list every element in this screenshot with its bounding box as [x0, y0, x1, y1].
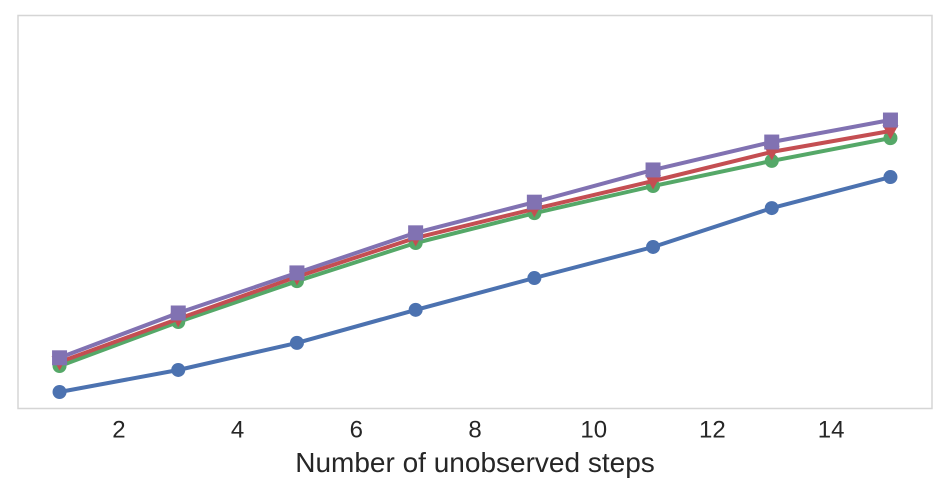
purple-square-series-marker-square: [526, 194, 542, 210]
purple-square-series-line: [57, 118, 893, 360]
purple-square-series-marker-square: [882, 112, 898, 128]
blue-circle-series-marker-circle: [883, 170, 898, 185]
red-triangle-series-marker-triangle-down: [882, 125, 899, 140]
blue-circle-series-marker-circle: [171, 362, 186, 377]
red-triangle-series-marker-triangle-down: [645, 174, 662, 190]
blue-circle-series-marker-circle: [764, 201, 779, 216]
blue-circle-series-marker-circle: [289, 335, 304, 350]
blue-circle-series-line: [57, 175, 893, 394]
purple-square-series-marker-square: [645, 162, 661, 178]
x-tick-label: 10: [580, 417, 607, 444]
green-circle-series-line: [57, 136, 893, 369]
x-tick-label: 2: [112, 417, 125, 444]
blue-circle-series-marker-circle: [646, 239, 661, 254]
x-tick-label: 6: [350, 417, 363, 444]
x-tick-label: 4: [231, 417, 244, 444]
blue-circle-series-marker-circle: [408, 302, 423, 317]
x-tick-label: 14: [818, 417, 845, 444]
green-circle-series-marker-circle: [764, 153, 779, 168]
purple-square-series-marker-square: [289, 265, 305, 281]
blue-circle-series-marker-circle: [527, 271, 542, 286]
axes-frame: [17, 14, 933, 410]
x-tick-label: 12: [699, 417, 726, 444]
purple-square-series-marker-square: [170, 305, 186, 321]
purple-square-series-marker-square: [764, 134, 780, 150]
x-axis-label: Number of unobserved steps: [295, 447, 655, 478]
purple-square-series-marker-square: [408, 225, 424, 241]
red-triangle-series-line: [57, 129, 893, 365]
blue-circle-series-marker-circle: [52, 384, 67, 399]
x-tick-label: 8: [468, 417, 481, 444]
purple-square-series-marker-square: [52, 350, 68, 366]
